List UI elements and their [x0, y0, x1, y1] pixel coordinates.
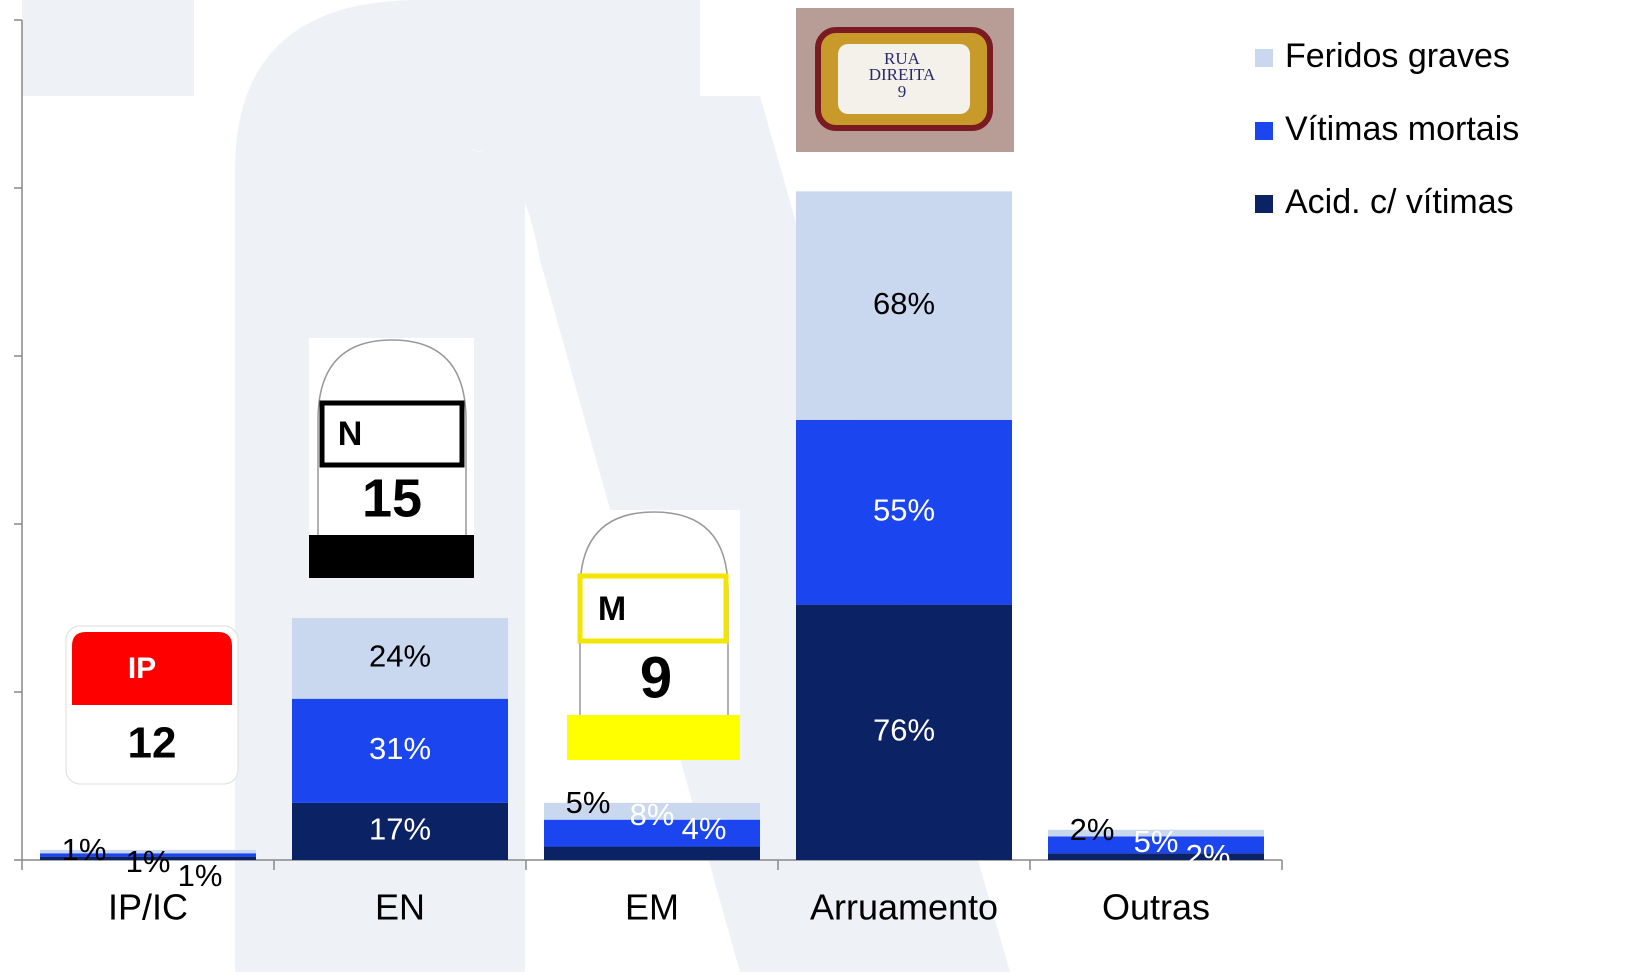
- bar-segment: [1048, 829, 1264, 837]
- x-tick-label: EN: [375, 887, 425, 928]
- x-tick-label: EM: [625, 887, 679, 928]
- sign-text: 9: [640, 645, 672, 710]
- data-label: 4%: [682, 811, 727, 846]
- data-label: 24%: [369, 639, 431, 674]
- data-label: 1%: [126, 844, 171, 879]
- sign-text: N: [338, 415, 363, 453]
- data-label: 2%: [1186, 838, 1231, 873]
- x-tick-label: Outras: [1102, 887, 1210, 928]
- bar-segment: [796, 419, 1012, 605]
- data-label: 68%: [873, 286, 935, 321]
- sign-text: 15: [362, 468, 422, 528]
- bar-segment: [40, 856, 256, 860]
- bar-segment: [292, 802, 508, 860]
- bar-segment: [544, 819, 760, 847]
- legend-swatch: [1255, 122, 1273, 140]
- bar-segment: [292, 618, 508, 699]
- data-label: 55%: [873, 492, 935, 527]
- bar-segment: [1048, 853, 1264, 860]
- sign-n: N 15: [309, 338, 474, 578]
- legend-label: Vítimas mortais: [1285, 110, 1519, 148]
- bar-segment: [40, 853, 256, 857]
- x-tick-label: Arruamento: [810, 887, 998, 928]
- bar-segment: [40, 849, 256, 854]
- sign-text: IP: [128, 652, 156, 685]
- legend-label: Acid. c/ vítimas: [1285, 183, 1514, 221]
- sign-m: M 9: [567, 510, 740, 760]
- data-label: 5%: [1134, 824, 1179, 859]
- data-label: 1%: [178, 858, 223, 893]
- sign-text: DIREITA: [869, 65, 936, 84]
- sign-rua: RUA DIREITA 9: [796, 8, 1014, 152]
- data-label: 5%: [566, 785, 611, 820]
- sign-text: RUA: [884, 49, 921, 68]
- bar-segment: [796, 604, 1012, 860]
- legend-swatch: [1255, 49, 1273, 67]
- data-label: 31%: [369, 731, 431, 766]
- data-label: 76%: [873, 713, 935, 748]
- bar-segment: [544, 802, 760, 820]
- data-label: 17%: [369, 812, 431, 847]
- sign-text: 12: [128, 719, 177, 768]
- sign-text: M: [598, 590, 626, 628]
- data-label: 1%: [62, 832, 107, 867]
- sign-text: 9: [898, 82, 907, 101]
- legend-swatch: [1255, 195, 1273, 213]
- data-label: 2%: [1070, 812, 1115, 847]
- bar-segment: [544, 846, 760, 860]
- bar-segment: [796, 191, 1012, 420]
- bar-segment: [292, 698, 508, 803]
- data-label: 8%: [630, 797, 675, 832]
- legend-label: Feridos graves: [1285, 37, 1510, 75]
- bar-segment: [1048, 836, 1264, 854]
- x-tick-label: IP/IC: [108, 887, 188, 928]
- sign-ip: IP 12: [65, 625, 239, 785]
